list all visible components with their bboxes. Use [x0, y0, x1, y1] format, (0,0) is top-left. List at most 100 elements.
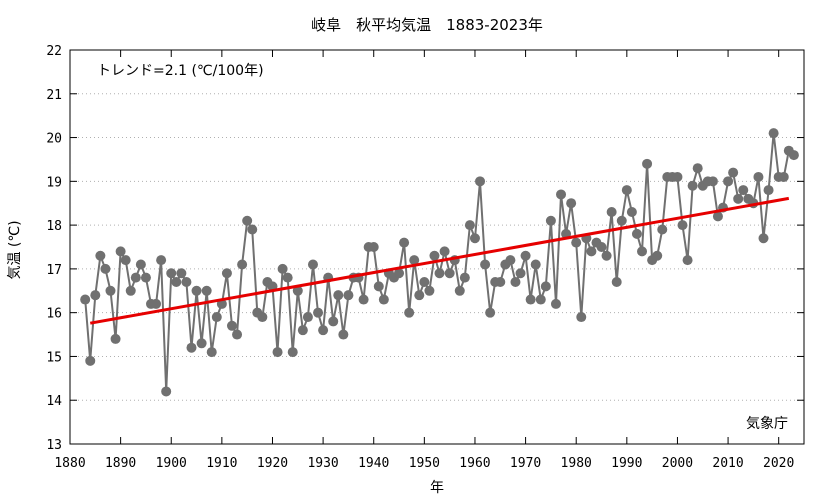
- data-point: [100, 263, 111, 274]
- data-point: [343, 290, 354, 301]
- data-point: [95, 250, 106, 261]
- data-point: [672, 171, 683, 182]
- data-point: [621, 185, 632, 196]
- data-point: [429, 250, 440, 261]
- data-point: [166, 268, 177, 279]
- data-point: [550, 298, 561, 309]
- trend-line: [89, 196, 790, 325]
- trend-layer: [89, 196, 790, 325]
- data-point: [247, 224, 258, 235]
- data-point: [206, 347, 217, 358]
- data-point: [80, 294, 91, 305]
- x-tick-label: 1920: [257, 456, 288, 471]
- data-point: [171, 277, 182, 288]
- data-point: [738, 185, 749, 196]
- data-point: [556, 189, 567, 200]
- data-point: [707, 176, 718, 187]
- data-point: [763, 185, 774, 196]
- data-point: [277, 263, 288, 274]
- data-point: [459, 272, 470, 283]
- grid: [70, 49, 804, 445]
- data-point: [368, 242, 379, 252]
- x-tick-label: 1940: [358, 456, 389, 471]
- data-point: [571, 237, 582, 248]
- y-tick-label: 13: [46, 438, 62, 453]
- data-point: [728, 167, 739, 178]
- data-point: [469, 233, 480, 244]
- data-point: [161, 386, 172, 397]
- data-point: [682, 255, 693, 266]
- y-tick-label: 17: [46, 263, 62, 278]
- data-point: [221, 268, 232, 279]
- data-point: [399, 237, 410, 248]
- x-tick-label: 1960: [459, 456, 490, 471]
- data-point: [464, 220, 475, 231]
- data-point: [211, 312, 222, 323]
- plot-frame: [69, 49, 805, 445]
- y-tick-labels: 13 14 15 16 17 18 19 20 21 22: [46, 44, 62, 453]
- data-point: [637, 246, 648, 257]
- data-point: [520, 250, 531, 261]
- data-point: [586, 246, 597, 257]
- data-point: [616, 215, 627, 226]
- data-point: [758, 233, 769, 244]
- data-point: [120, 255, 131, 266]
- data-point: [378, 294, 389, 305]
- x-tick-label: 2020: [763, 456, 794, 471]
- data-point: [226, 320, 237, 331]
- data-point: [687, 180, 698, 191]
- data-point: [596, 242, 607, 252]
- x-tick-labels: 1880 1890 1900 1910 1920 1930 1940 1950 1960 1970…: [54, 456, 794, 471]
- data-point: [657, 224, 668, 235]
- data-point: [176, 268, 187, 279]
- x-tick-label: 1930: [307, 456, 338, 471]
- data-point: [140, 272, 151, 283]
- data-point: [723, 176, 734, 187]
- data-point: [181, 277, 192, 288]
- data-point: [576, 312, 587, 323]
- x-axis-title: 年: [430, 480, 444, 496]
- trend-annotation: トレンド=2.1 (℃/100年): [97, 63, 264, 79]
- data-point: [282, 272, 293, 283]
- x-tick-label: 1990: [611, 456, 642, 471]
- data-point: [475, 176, 486, 187]
- data-point: [242, 215, 253, 226]
- data-point: [404, 307, 415, 318]
- data-point: [540, 281, 551, 292]
- data-point: [318, 325, 329, 336]
- data-point: [692, 163, 703, 174]
- data-point: [535, 294, 546, 305]
- y-tick-label: 22: [46, 44, 62, 59]
- data-point: [110, 333, 121, 344]
- data-point: [566, 198, 577, 209]
- data-point: [313, 307, 324, 318]
- x-tick-label: 1970: [510, 456, 541, 471]
- data-point: [287, 347, 298, 358]
- data-point: [515, 268, 526, 279]
- y-axis-title: 気温 (℃): [7, 220, 23, 279]
- data-point: [130, 272, 141, 283]
- data-point: [768, 128, 779, 139]
- data-point: [125, 285, 136, 296]
- data-point: [409, 255, 420, 266]
- x-tick-label: 1880: [54, 456, 85, 471]
- data-point: [186, 342, 197, 353]
- x-tick-label: 1910: [206, 456, 237, 471]
- data-point: [272, 347, 283, 358]
- data-point: [333, 290, 344, 301]
- data-point: [434, 268, 445, 279]
- data-point: [788, 150, 799, 161]
- data-point: [778, 171, 789, 182]
- data-point: [297, 325, 308, 336]
- data-point: [510, 277, 521, 288]
- data-point: [545, 215, 556, 226]
- data-point: [753, 171, 764, 182]
- data-point: [480, 259, 491, 270]
- x-tick-label: 2000: [662, 456, 693, 471]
- data-point: [485, 307, 496, 318]
- data-point: [495, 277, 506, 288]
- y-tick-label: 20: [46, 132, 62, 147]
- data-point: [652, 250, 663, 261]
- data-point: [505, 255, 516, 266]
